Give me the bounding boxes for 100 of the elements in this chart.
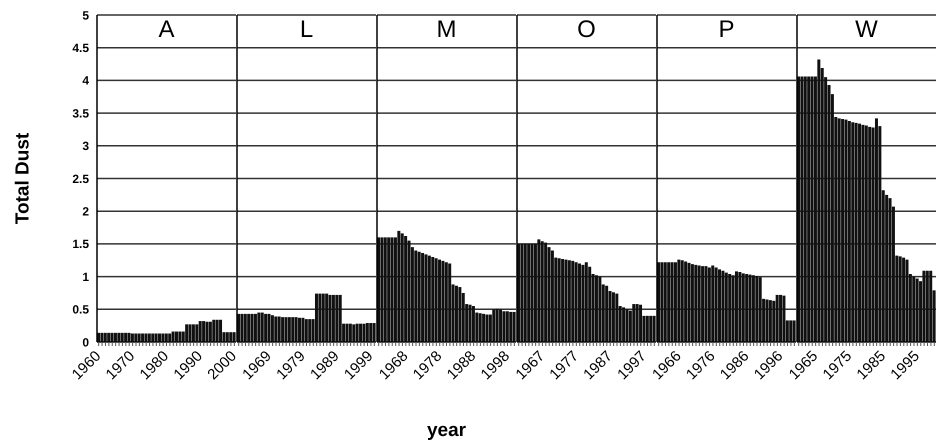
bar bbox=[128, 332, 131, 342]
bar bbox=[448, 264, 452, 342]
bar bbox=[578, 264, 582, 342]
bar bbox=[298, 318, 302, 342]
bar bbox=[216, 320, 219, 342]
bar bbox=[198, 321, 202, 342]
bar bbox=[584, 262, 588, 342]
y-tick-label: 3.5 bbox=[72, 106, 90, 120]
bar bbox=[352, 324, 356, 342]
bar bbox=[615, 294, 618, 342]
bar bbox=[718, 269, 722, 342]
bar bbox=[499, 309, 502, 342]
bar bbox=[314, 294, 318, 342]
bar bbox=[114, 332, 117, 342]
bar bbox=[916, 278, 919, 342]
bar bbox=[574, 262, 578, 342]
bar bbox=[755, 276, 758, 342]
bar bbox=[219, 320, 222, 342]
bar bbox=[742, 273, 745, 342]
bar bbox=[789, 320, 792, 342]
bar bbox=[178, 332, 182, 342]
bar bbox=[335, 294, 338, 342]
bar bbox=[158, 334, 162, 342]
bar bbox=[454, 286, 458, 342]
bar bbox=[304, 319, 308, 342]
bar bbox=[714, 267, 718, 342]
bar bbox=[226, 332, 229, 342]
bar bbox=[912, 276, 916, 342]
chart-title: O bbox=[576, 16, 597, 43]
bar bbox=[868, 126, 872, 342]
bar bbox=[885, 194, 888, 342]
bar bbox=[922, 270, 926, 342]
bar bbox=[229, 332, 232, 342]
bar bbox=[530, 244, 534, 342]
bar bbox=[325, 294, 328, 342]
bar bbox=[724, 272, 728, 342]
bar bbox=[202, 321, 206, 342]
bar bbox=[270, 315, 274, 342]
bar bbox=[318, 294, 322, 342]
bar bbox=[418, 252, 421, 342]
bar bbox=[380, 237, 384, 342]
bar bbox=[281, 317, 284, 342]
bar bbox=[667, 262, 670, 342]
bar bbox=[244, 314, 247, 342]
bar bbox=[362, 324, 366, 342]
bar bbox=[864, 126, 868, 342]
bar bbox=[144, 334, 148, 342]
bar bbox=[851, 122, 854, 342]
bar bbox=[698, 265, 701, 342]
bar bbox=[322, 294, 325, 342]
bar bbox=[247, 314, 250, 342]
bar bbox=[288, 317, 291, 342]
bar bbox=[130, 334, 134, 342]
bar bbox=[472, 306, 475, 342]
bar bbox=[404, 236, 408, 342]
bar bbox=[506, 311, 509, 342]
bar bbox=[804, 76, 807, 342]
bar bbox=[205, 322, 208, 342]
bar bbox=[372, 323, 376, 342]
bar bbox=[728, 274, 732, 342]
bar bbox=[512, 312, 516, 342]
bar bbox=[509, 312, 512, 342]
bar bbox=[861, 124, 864, 342]
bar bbox=[758, 277, 762, 342]
bar bbox=[734, 271, 738, 342]
bar bbox=[208, 322, 212, 342]
bar bbox=[250, 314, 254, 342]
bar bbox=[817, 59, 820, 342]
bar bbox=[387, 237, 390, 342]
bar bbox=[694, 264, 698, 342]
bar bbox=[291, 317, 294, 342]
y-tick-label: 2 bbox=[82, 204, 90, 218]
bar bbox=[268, 314, 271, 342]
y-tick-label: 0.5 bbox=[72, 302, 90, 317]
bar bbox=[164, 334, 168, 342]
bar bbox=[704, 266, 708, 342]
bar bbox=[561, 258, 564, 342]
bar bbox=[414, 250, 418, 342]
bar bbox=[138, 334, 141, 342]
y-tick-label: 4 bbox=[82, 74, 90, 88]
bar bbox=[664, 262, 667, 342]
bar bbox=[492, 309, 496, 342]
bar bbox=[898, 256, 902, 342]
bar bbox=[779, 294, 782, 342]
bar bbox=[652, 316, 656, 342]
bar bbox=[838, 118, 841, 342]
bar bbox=[359, 324, 362, 342]
bar bbox=[581, 264, 584, 342]
bar bbox=[732, 275, 735, 342]
bar bbox=[639, 304, 642, 342]
bar bbox=[301, 318, 304, 342]
bar bbox=[348, 324, 352, 342]
bar bbox=[926, 270, 929, 342]
bar bbox=[905, 260, 908, 342]
chart-title: W bbox=[854, 16, 879, 43]
bar bbox=[708, 267, 711, 342]
bar bbox=[800, 76, 804, 342]
bar bbox=[264, 314, 268, 342]
bar bbox=[888, 198, 892, 342]
bar bbox=[807, 76, 810, 342]
